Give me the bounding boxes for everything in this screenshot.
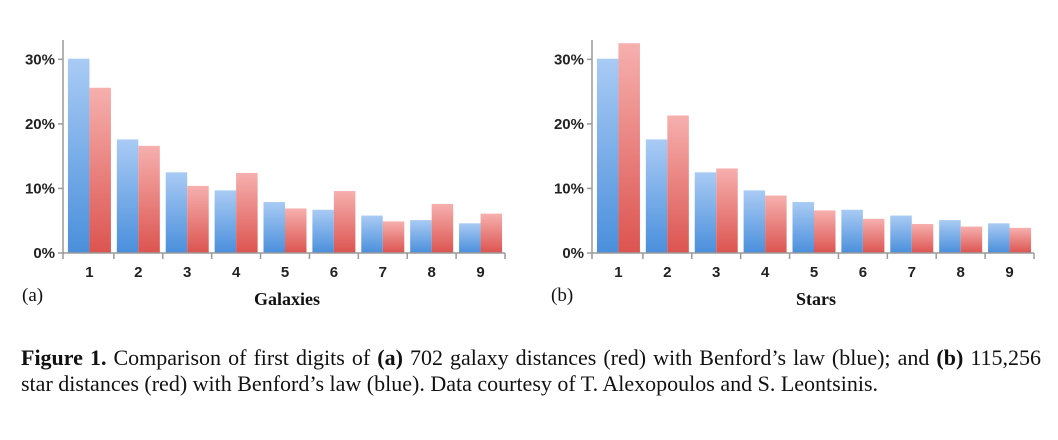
- bar-observed: [911, 223, 934, 253]
- bar-benford: [410, 220, 432, 253]
- x-tick-label: 2: [663, 264, 671, 281]
- y-tick-label: 0%: [33, 245, 55, 262]
- x-axis-title: Stars: [796, 289, 836, 309]
- stars-chart: 0% 10% 20% 30% 1 2 3 4 5 6 7 8 9 (b) Stars: [551, 40, 1035, 309]
- x-tick-label: 9: [1005, 264, 1013, 281]
- x-tick-label: 9: [476, 264, 484, 281]
- x-tick-label: 4: [761, 264, 770, 281]
- x-tick-label: 2: [134, 264, 142, 281]
- bar-observed: [333, 191, 356, 253]
- bar-benford: [67, 58, 90, 253]
- x-tick-label: 7: [379, 264, 387, 281]
- bar-benford: [312, 209, 334, 253]
- panel-label: (b): [551, 285, 573, 306]
- x-tick-label: 3: [712, 264, 720, 281]
- bar-observed: [960, 226, 983, 253]
- y-tick-label: 20%: [25, 116, 55, 133]
- caption-text-2: 702 galaxy distances (red) with Benford’…: [402, 345, 937, 370]
- y-tick-label: 30%: [554, 51, 584, 68]
- x-tick-label: 5: [281, 264, 289, 281]
- caption-bold-b: (b): [936, 345, 964, 370]
- y-tick-label: 20%: [554, 116, 584, 133]
- bar-benford: [890, 215, 912, 253]
- bar-benford: [939, 220, 961, 253]
- caption-label: Figure 1.: [21, 345, 107, 370]
- y-tick-label: 0%: [562, 245, 584, 262]
- figure-caption: Figure 1. Comparison of first digits of …: [21, 345, 1041, 397]
- panel-label: (a): [22, 285, 43, 306]
- bar-observed: [716, 168, 738, 253]
- x-tick-label: 1: [614, 264, 622, 281]
- bar-observed: [1009, 227, 1032, 253]
- caption-bold-a: (a): [377, 345, 403, 370]
- bar-observed: [138, 145, 160, 253]
- x-tick-label: 8: [427, 264, 435, 281]
- bar-benford: [596, 58, 619, 253]
- bar-observed: [480, 213, 503, 253]
- y-tick-label: 30%: [25, 51, 55, 68]
- x-axis-title: Galaxies: [254, 289, 320, 309]
- bar-benford: [459, 223, 481, 253]
- caption-text-1: Comparison of first digits of: [106, 345, 378, 370]
- bar-benford: [361, 215, 383, 253]
- bar-benford: [116, 139, 139, 253]
- x-tick-label: 5: [810, 264, 818, 281]
- bar-benford: [841, 209, 863, 253]
- y-tick-label: 10%: [25, 180, 55, 197]
- x-tick-label: 6: [859, 264, 867, 281]
- bar-benford: [165, 172, 188, 253]
- bar-observed: [187, 185, 209, 253]
- bar-benford: [694, 172, 717, 253]
- bar-benford: [988, 223, 1010, 253]
- bar-observed: [814, 210, 836, 253]
- bar-observed: [431, 203, 454, 253]
- x-tick-label: 7: [908, 264, 916, 281]
- bar-observed: [382, 221, 405, 253]
- x-tick-label: 8: [956, 264, 964, 281]
- bar-observed: [765, 195, 787, 253]
- x-tick-label: 1: [85, 264, 93, 281]
- bar-observed: [667, 115, 689, 253]
- x-tick-label: 4: [232, 264, 241, 281]
- x-tick-label: 6: [330, 264, 338, 281]
- bar-benford: [792, 202, 814, 253]
- bar-benford: [743, 190, 766, 253]
- bar-benford: [645, 139, 668, 253]
- bar-observed: [862, 218, 885, 253]
- y-tick-label: 10%: [554, 180, 584, 197]
- bar-benford: [263, 202, 285, 253]
- bar-observed: [285, 208, 307, 253]
- bar-observed: [89, 87, 111, 253]
- galaxies-chart: 0% 10% 20% 30% 1 2 3 4 5 6 7 8 9 (a) Galaxies: [22, 40, 506, 309]
- bar-observed: [618, 43, 640, 254]
- caption-text-3: 115,256 star distances (red) with Benfor…: [21, 345, 1042, 396]
- x-tick-label: 3: [183, 264, 191, 281]
- bar-benford: [214, 190, 237, 253]
- bar-observed: [236, 172, 258, 253]
